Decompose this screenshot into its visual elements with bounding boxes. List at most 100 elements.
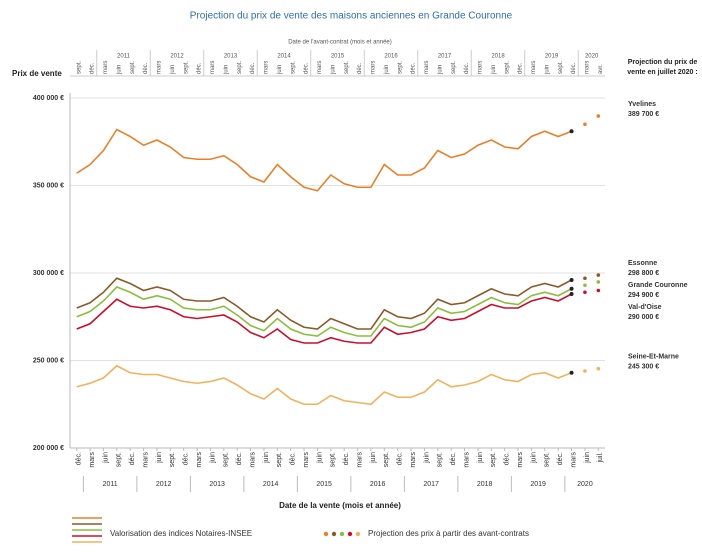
x-tick-label: juin [263,452,270,464]
top-tick-label: sept. [451,61,457,74]
top-tick-label: mars [210,61,216,74]
x-tick-label: déc. [343,452,350,465]
top-tick-label: juin [277,65,283,75]
projection-dot [583,290,587,295]
top-tick-label: juin [437,65,443,75]
x-tick-label: juin [530,452,537,464]
x-tick-label: mars [517,452,524,468]
series-line [76,128,572,192]
legend-dot [331,531,337,537]
last-point [569,286,574,291]
top-tick-label: déc. [143,62,149,74]
last-point [569,292,574,296]
x-tick-label: juil. [597,452,604,464]
x-tick-label: juin [102,452,109,464]
series-end-label: 389 700 € [628,111,659,118]
top-year-label: 2019 [545,54,559,60]
x-tick-label: juin [477,452,484,464]
top-tick-label: juin [544,65,550,75]
top-tick-label: mars [371,61,377,74]
top-year-label: 2018 [491,54,505,60]
year-label: 2017 [423,481,439,488]
top-tick-label: mars [585,61,591,74]
top-tick-label: juin [116,65,122,75]
top-year-label: 2012 [170,54,184,60]
top-year-label: 2020 [585,54,599,60]
x-tick-label: déc. [397,452,404,465]
top-tick-label: mars [264,61,270,74]
x-tick-label: sept. [116,452,123,467]
projection-dot [596,273,601,277]
top-tick-label: déc. [571,62,577,74]
top-year-label: 2016 [384,54,398,60]
top-tick-label: mars [157,61,163,74]
x-tick-label: déc. [183,452,190,465]
projection-dot [596,280,601,284]
x-tick-label: mars [356,452,363,468]
projection-header-box: Projection du prix de vente en juillet 2… [627,59,697,76]
x-tick-label: mars [303,452,310,468]
projection-dot [583,369,587,373]
top-tick-label: mars [531,61,537,74]
x-tick-label: juin [423,452,430,464]
x-tick-label: déc. [76,452,83,465]
top-tick-label: juin [170,65,176,75]
x-tick-label: mars [463,452,470,468]
series-name: Seine-Et-Marne [628,354,679,361]
top-tick-label: sept. [183,61,189,74]
top-tick-label: mars [317,61,323,74]
x-tick-label: juin [316,452,323,464]
x-tick-label: déc. [290,452,297,465]
legend-dots-label: Projection des prix à partir des avant-c… [368,529,529,538]
top-tick-label: sept. [237,61,243,74]
legend-dot [355,531,361,537]
x-tick-label: déc. [557,452,564,465]
series-end-label: 290 000 € [628,314,659,321]
x-tick-label: juin [370,452,377,464]
projection-dot [596,288,601,293]
legend-dot [339,531,345,537]
projection-dot [596,114,601,118]
projection-dot [596,366,601,371]
y-tick-label: 300 000 € [33,270,64,277]
top-tick-label: déc. [518,62,524,74]
top-tick-label: déc. [250,62,256,74]
y-tick-label: 400 000 € [33,95,64,102]
x-tick-label: juin [209,452,216,464]
series-name: Essonne [628,260,657,267]
chart-title: Projection du prix de vente des maisons … [190,11,513,22]
legend-dot [323,531,329,537]
x-tick-label: déc. [450,452,457,465]
top-tick-label: sept. [344,61,350,74]
projection-dot [583,276,587,281]
x-tick-label: déc. [129,452,136,465]
x-tick-label: mars [410,452,417,468]
year-label: 2018 [477,481,493,488]
top-tick-label: juin [384,65,390,75]
top-tick-label: juin [223,65,229,75]
series-name: Val-d'Oise [628,304,662,311]
top-tick-label: sept. [558,61,564,74]
projection-dot [583,122,587,127]
x-tick-label: mars [249,452,256,468]
top-year-label: 2015 [331,54,345,60]
year-label: 2020 [577,481,593,488]
year-label: 2014 [263,481,279,488]
top-tick-label: déc. [304,62,310,74]
x-tick-label: mars [570,452,577,468]
x-tick-label: sept. [276,452,283,467]
top-tick-label: mars [424,61,430,74]
series-name: Yvelines [628,101,656,108]
y-tick-label: 350 000 € [33,182,64,189]
x-tick-label: sept. [169,452,176,467]
projection-dot [583,283,587,288]
top-tick-label: déc. [90,62,96,74]
series-line [76,286,572,337]
y-tick-label: 200 000 € [33,445,64,452]
series-name: Grande Couronne [628,282,688,289]
top-tick-label: avr. [598,64,604,74]
top-tick-label: mars [103,61,109,74]
year-label: 2019 [530,481,546,488]
top-tick-label: juin [330,65,336,75]
x-tick-label: mars [89,452,96,468]
